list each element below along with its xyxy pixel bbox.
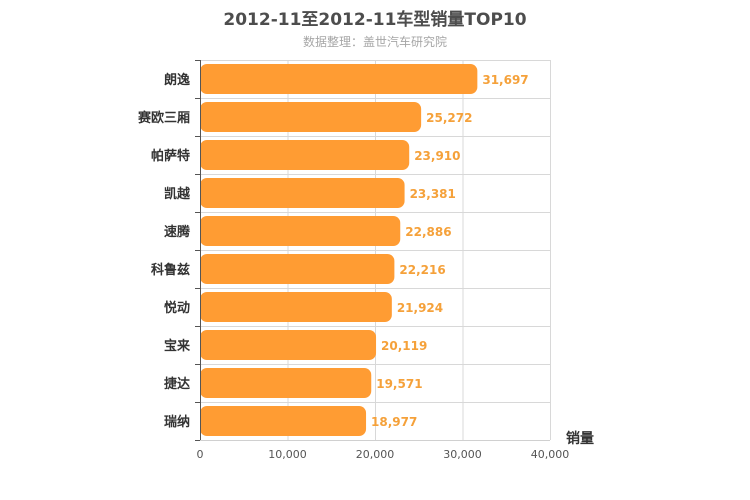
bar[interactable] [200,330,377,360]
bar[interactable] [200,254,395,284]
value-label: 22,886 [405,225,451,239]
value-label: 20,119 [381,339,427,353]
bar[interactable] [200,178,405,208]
bars [200,64,478,436]
category-label: 速腾 [164,224,191,240]
value-label: 23,381 [410,187,456,201]
bar[interactable] [200,102,422,132]
category-label: 捷达 [164,376,190,392]
value-label: 21,924 [397,301,443,315]
category-label: 科鲁兹 [151,262,190,278]
axes [195,60,550,441]
bar[interactable] [200,292,392,322]
category-label: 瑞纳 [164,414,190,430]
chart-subtitle: 数据整理：盖世汽车研究院 [302,35,447,49]
category-label: 悦动 [164,300,190,316]
x-tick-label: 20,000 [356,448,395,461]
value-label: 25,272 [426,111,472,125]
bar[interactable] [200,406,367,436]
bar[interactable] [200,216,401,246]
category-label: 帕萨特 [151,148,190,164]
chart-title: 2012-11至2012-11车型销量TOP10 [223,10,527,30]
value-labels: 31,697 25,272 23,910 23,381 22,886 22,216 21,9… [371,73,529,429]
x-tick-label: 40,000 [531,448,570,461]
bar[interactable] [200,368,372,398]
value-label: 22,216 [399,263,445,277]
value-label: 19,571 [376,377,422,391]
x-tick-label: 10,000 [268,448,307,461]
x-tick-label: 30,000 [443,448,482,461]
x-axis-title: 销量 [566,430,594,447]
category-label: 宝来 [164,338,191,354]
category-label: 朗逸 [164,72,190,88]
category-label: 凯越 [164,186,191,202]
bar[interactable] [200,140,410,170]
bar[interactable] [200,64,478,94]
x-tick-labels: 0 10,000 20,000 30,000 40,000 [197,448,570,461]
value-label: 31,697 [482,73,528,87]
value-label: 23,910 [414,149,460,163]
category-label: 赛欧三厢 [137,110,190,126]
value-label: 18,977 [371,415,417,429]
x-tick-label: 0 [197,448,204,461]
